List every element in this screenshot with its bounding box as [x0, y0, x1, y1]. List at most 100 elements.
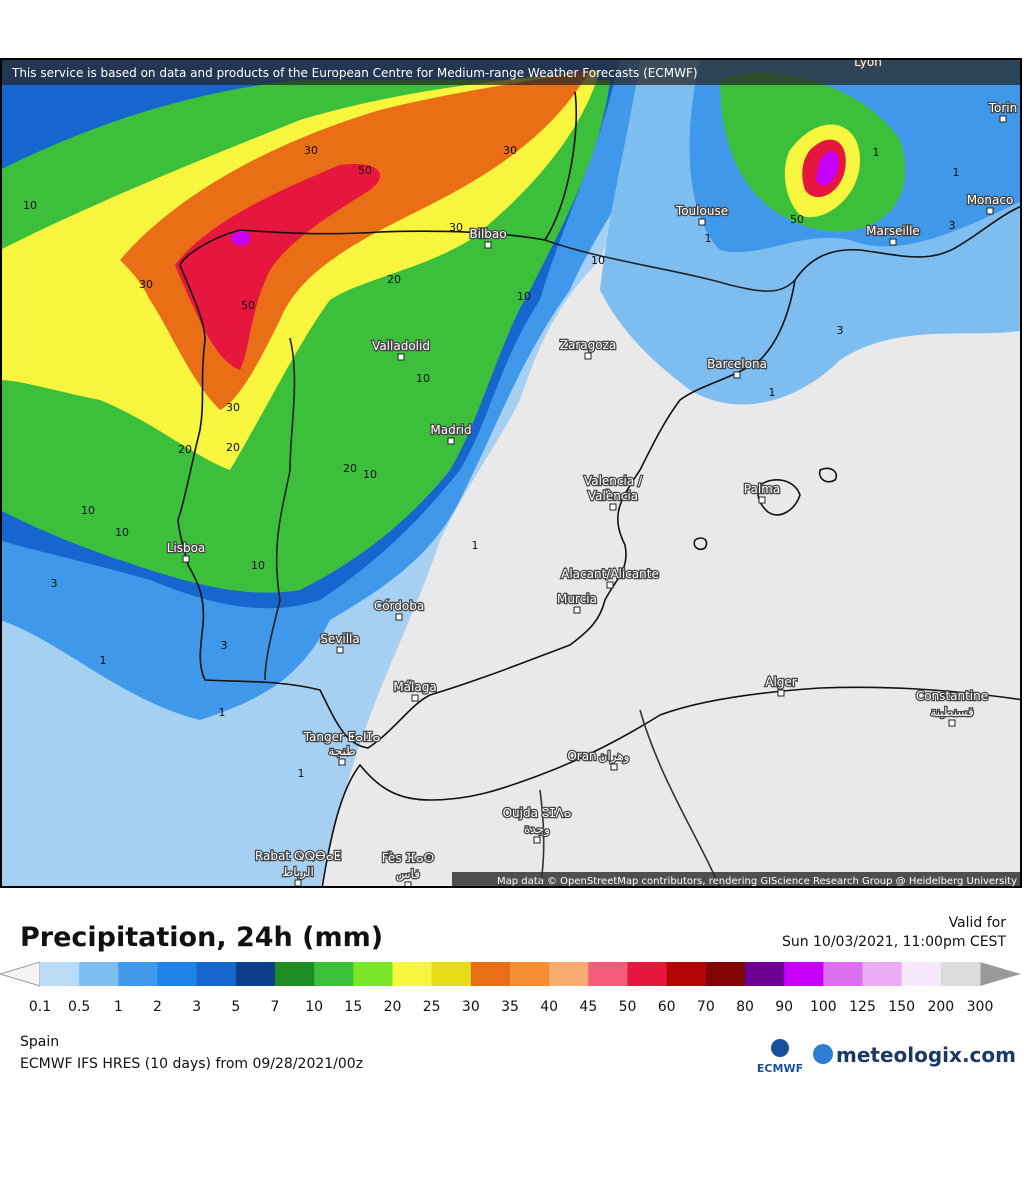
scale-label: 25 — [423, 999, 441, 1015]
scale-box — [627, 962, 668, 986]
city-marker — [606, 581, 614, 589]
scale-box — [157, 962, 198, 986]
scale-box — [549, 962, 589, 986]
valid-label: Valid for — [949, 915, 1007, 931]
city-layer: Lyon Torin Toulouse Marseille Monaco Bilbao Va… — [165, 55, 1019, 887]
scale-label: 45 — [579, 999, 597, 1015]
city-marker — [336, 646, 344, 654]
city-label: Marseille — [866, 224, 920, 238]
contour-label: 1 — [769, 386, 776, 399]
city-marker — [999, 115, 1007, 123]
attribution-bar — [1, 60, 1021, 85]
contour-label: 10 — [23, 199, 37, 212]
city-label: Sevilla — [320, 632, 359, 646]
contour-label: 10 — [416, 372, 430, 385]
legend-title: Precipitation, 24h (mm) — [20, 922, 383, 953]
city-label: Toulouse — [675, 204, 728, 218]
city-marker — [404, 881, 412, 887]
scale-box — [940, 962, 981, 986]
scale-box — [353, 962, 393, 986]
city-label: Valencia / — [584, 474, 643, 488]
scale-label: 3 — [192, 999, 201, 1015]
city-label: Oran — [567, 749, 596, 763]
precip-max — [230, 231, 251, 246]
city-label: طنجة — [328, 744, 355, 758]
city-label: وهران — [599, 749, 630, 764]
city-marker — [777, 689, 785, 697]
contour-label: 1 — [298, 767, 305, 780]
scale-high-end — [980, 962, 1021, 986]
scale-label: 7 — [271, 999, 280, 1015]
scale-box — [196, 962, 237, 986]
brand: meteologix.com — [836, 1043, 1016, 1067]
scale-label: 10 — [305, 999, 323, 1015]
city-label: Palma — [744, 482, 780, 496]
city-label: Lyon — [854, 55, 882, 69]
city-marker — [698, 218, 706, 226]
scale-label: 100 — [810, 999, 837, 1015]
city-label: Zaragoza — [560, 338, 616, 352]
city-label: Constantine — [916, 689, 988, 703]
city-label: Madrid — [430, 423, 471, 437]
scale-box — [235, 962, 276, 986]
scale-label: 90 — [775, 999, 793, 1015]
city-label: Monaco — [967, 193, 1014, 207]
contour-label: 30 — [503, 144, 517, 157]
valid-time: Sun 10/03/2021, 11:00pm CEST — [782, 934, 1007, 950]
contour-label: 20 — [387, 273, 401, 286]
scale-label: 35 — [501, 999, 519, 1015]
city-label: Málaga — [393, 680, 436, 694]
contour-label: 20 — [343, 462, 357, 475]
scale-label: 15 — [344, 999, 362, 1015]
scale-label: 125 — [849, 999, 876, 1015]
contour-label: 3 — [221, 639, 228, 652]
scale-box — [314, 962, 354, 986]
brand-icon — [813, 1044, 833, 1064]
city-marker — [609, 503, 617, 511]
city-marker — [948, 719, 956, 727]
city-label: Oujda ⵓⵊⴷⴰ — [503, 806, 572, 820]
contour-label: 10 — [363, 468, 377, 481]
contour-label: 1 — [705, 232, 712, 245]
city-marker — [484, 241, 492, 249]
city-marker — [397, 353, 405, 361]
scale-label: 80 — [736, 999, 754, 1015]
city-marker — [338, 758, 346, 766]
contour-label-layer: 30 50 30 10 30 50 30 20 10 10 10 30 20 20 20 10 10 10 1 10 3… — [23, 144, 960, 780]
city-marker — [533, 836, 541, 844]
model-info: ECMWF IFS HRES (10 days) from 09/28/2021… — [20, 1056, 363, 1072]
scale-label: 0.5 — [68, 999, 90, 1015]
city-label: Rabat ⵕⵕⴱⴰⵟ — [255, 849, 341, 863]
map-credit: Map data © OpenStreetMap contributors, r… — [497, 876, 1017, 887]
contour-label: 30 — [449, 221, 463, 234]
scale-box — [862, 962, 903, 986]
contour-label: 1 — [472, 539, 479, 552]
contour-label: 1 — [953, 166, 960, 179]
contour-label: 3 — [51, 577, 58, 590]
city-label: Tanger ⵟⴰⵏⵊⴰ — [303, 730, 381, 744]
city-label: Barcelona — [707, 357, 767, 371]
scale-box — [431, 962, 472, 986]
city-label: قسنطينة — [930, 705, 974, 719]
city-marker — [447, 437, 455, 445]
contour-label: 30 — [139, 278, 153, 291]
city-marker — [758, 496, 766, 504]
city-label: وجدة — [524, 822, 550, 837]
scale-low-end — [0, 961, 41, 987]
ecmwf-logo: ECMWF — [757, 1062, 803, 1075]
city-marker — [182, 555, 190, 563]
contour-label: 20 — [178, 443, 192, 456]
region: Spain — [20, 1034, 59, 1050]
contour-label: 3 — [949, 219, 956, 232]
map: This service is based on data and produc… — [1, 55, 1021, 887]
scale-box — [275, 962, 315, 986]
scale-box — [705, 962, 746, 986]
city-marker — [395, 613, 403, 621]
scale-label: 60 — [658, 999, 676, 1015]
scale-box — [823, 962, 863, 986]
scale-box — [901, 962, 942, 986]
city-marker — [610, 763, 618, 771]
city-label: Alacant/Alicante — [561, 567, 659, 581]
